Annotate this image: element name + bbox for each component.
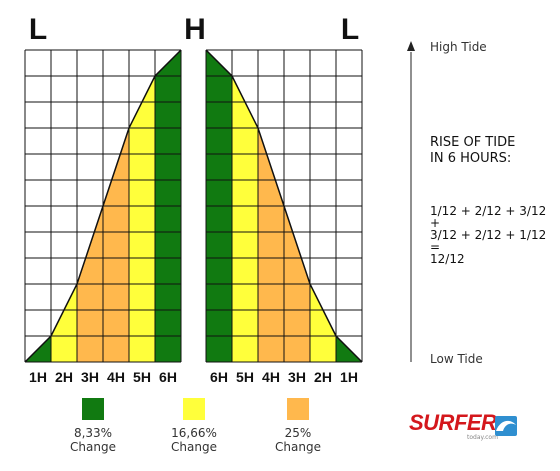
legend-value-orange: 25% — [284, 426, 312, 440]
label-low-right: L — [341, 13, 359, 46]
formula-line-2: 3/12 + 2/12 + 1/12 — [430, 228, 547, 242]
hour-label-rising-5: 5H — [133, 369, 151, 385]
surfer-today-logo: SURFER today.com — [409, 410, 517, 441]
hour-label-falling-3: 4H — [262, 369, 280, 385]
legend-swatch-green — [82, 398, 104, 420]
legend-item-yellow: 16,66% Change — [149, 398, 239, 454]
falling-tide-curve — [205, 49, 363, 363]
low-tide-label: Low Tide — [430, 352, 483, 366]
high-tide-label: High Tide — [430, 40, 487, 54]
rising-band-5 — [129, 76, 155, 362]
legend-value-green: 8,33% — [73, 426, 113, 440]
rise-line-1: RISE OF TIDE — [430, 135, 516, 150]
falling-band-5 — [232, 76, 258, 362]
formula-equals: = — [430, 240, 441, 254]
hour-label-rising-3: 3H — [81, 369, 99, 385]
hour-label-rising-1: 1H — [29, 369, 47, 385]
hour-label-falling-4: 3H — [288, 369, 306, 385]
legend-swatch-orange — [287, 398, 309, 420]
label-low-left: L — [29, 13, 47, 46]
high-tide-gap — [181, 48, 206, 364]
axis-arrowhead — [407, 41, 415, 51]
rising-tide-curve — [24, 49, 182, 363]
formula-result: 12/12 — [430, 252, 465, 266]
rising-band-4 — [103, 128, 129, 362]
falling-band-2 — [310, 284, 336, 362]
rise-heading: RISE OF TIDE IN 6 HOURS: — [430, 135, 515, 167]
legend-swatch-yellow — [183, 398, 205, 420]
formula-line-1: 1/12 + 2/12 + 3/12 — [430, 204, 547, 218]
legend-label-yellow: Change — [171, 440, 217, 454]
rising-band-2 — [51, 284, 77, 362]
legend-item-green: 8,33% Change — [48, 398, 138, 454]
label-high: H — [184, 13, 206, 46]
rise-line-2: IN 6 HOURS: — [430, 151, 512, 166]
legend-label-orange: Change — [275, 440, 321, 454]
hour-label-falling-6: 1H — [340, 369, 358, 385]
legend-item-orange: 25% Change — [253, 398, 343, 454]
logo-word: SURFER — [409, 410, 497, 435]
hour-label-falling-2: 5H — [236, 369, 254, 385]
hour-label-rising-4: 4H — [107, 369, 125, 385]
logo-subtext: today.com — [467, 434, 498, 441]
formula-plus: + — [430, 216, 441, 230]
legend-label-green: Change — [70, 440, 116, 454]
legend-value-yellow: 16,66% — [171, 426, 217, 440]
wave-icon — [495, 416, 517, 436]
hour-label-falling-5: 2H — [314, 369, 332, 385]
hour-label-falling-1: 6H — [210, 369, 228, 385]
falling-band-4 — [258, 128, 284, 362]
hour-label-rising-6: 6H — [159, 369, 177, 385]
rise-formula: 1/12 + 2/12 + 3/12 + 3/12 + 2/12 + 1/12 … — [430, 205, 546, 265]
hour-label-rising-2: 2H — [55, 369, 73, 385]
